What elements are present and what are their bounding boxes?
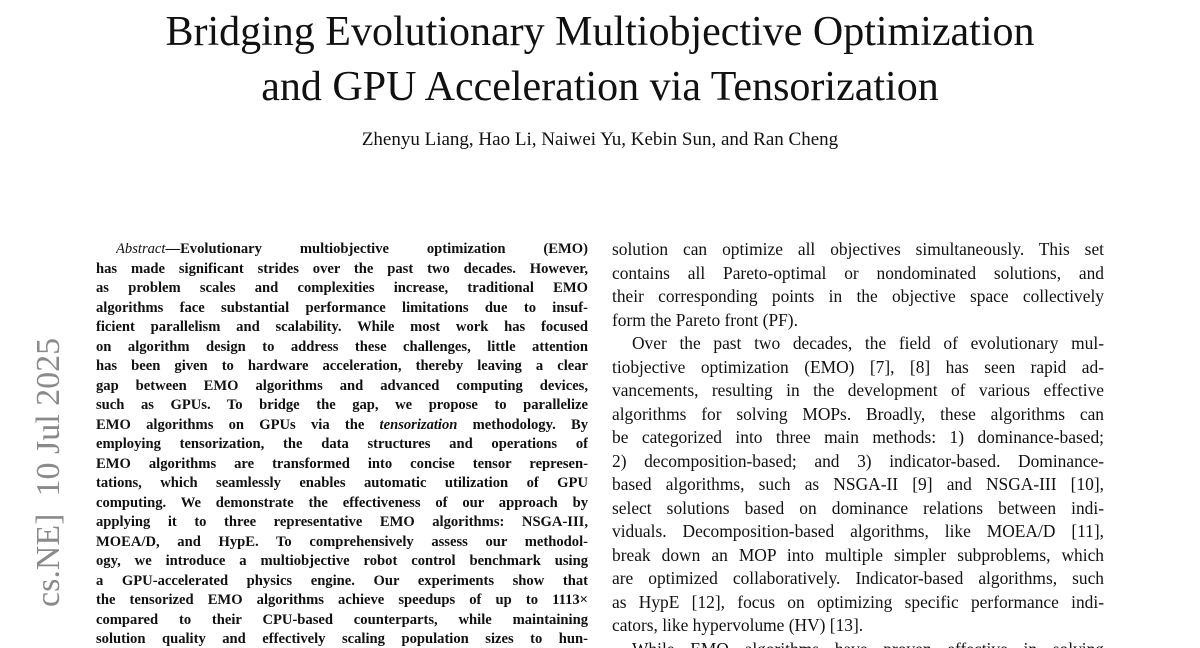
abstract-label: Abstract: [116, 241, 166, 258]
text-run: —Evolutionary multiobjective optimizatio…: [165, 241, 588, 258]
abstract-line: a GPU-accelerated physics engine. Our ex…: [96, 572, 588, 592]
abstract-line: EMO algorithms are transformed into conc…: [96, 455, 588, 475]
text-run: on algorithm design to address these cha…: [96, 338, 588, 355]
abstract-line: has been given to hardware acceleration,…: [96, 357, 588, 377]
abstract-line: MOEA/D, and HypE. To comprehensively ass…: [96, 533, 588, 553]
body-line: tiobjective optimization (EMO) [7], [8] …: [612, 356, 1104, 377]
text-run: a GPU-accelerated physics engine. Our ex…: [96, 572, 588, 589]
abstract-line: such as GPUs. To bridge the gap, we prop…: [96, 396, 588, 416]
abstract-line: computing. We demonstrate the effectiven…: [96, 494, 588, 514]
body-line: While EMO algorithms have proven effecti…: [632, 638, 1104, 648]
abstract-line: compared to their CPU-based counterparts…: [96, 611, 588, 631]
text-run: such as GPUs. To bridge the gap, we prop…: [96, 397, 588, 414]
text-run: solution quality and effectively scaling…: [96, 631, 588, 648]
text-run: employing tensorization, the data struct…: [96, 436, 588, 453]
arxiv-stamp: cs.NE] 10 Jul 2025: [30, 338, 67, 608]
text-run: EMO algorithms are transformed into conc…: [96, 455, 588, 472]
body-line: contains all Pareto-optimal or nondomina…: [612, 262, 1104, 283]
text-run: gap between EMO algorithms and advanced …: [96, 377, 588, 394]
text-run: applying it to three representative EMO …: [96, 514, 588, 531]
abstract-line: ficient parallelism and scalability. Whi…: [96, 318, 588, 338]
abstract-line: employing tensorization, the data struct…: [96, 435, 588, 455]
abstract-line: has made significant strides over the pa…: [96, 260, 588, 280]
text-run: ogy, we introduce a multiobjective robot…: [96, 553, 588, 570]
body-line: form the Pareto front (PF).: [612, 309, 798, 330]
abstract-line: applying it to three representative EMO …: [96, 513, 588, 533]
abstract-line: solution quality and effectively scaling…: [96, 630, 588, 648]
abstract-line: ogy, we introduce a multiobjective robot…: [96, 552, 588, 572]
abstract-line: algorithms face substantial performance …: [96, 299, 588, 319]
body-line: viduals. Decomposition-based algorithms,…: [612, 521, 1104, 542]
title-line: and GPU Acceleration via Tensorization: [261, 64, 939, 110]
text-run: computing. We demonstrate the effectiven…: [96, 494, 588, 511]
abstract-line: gap between EMO algorithms and advanced …: [96, 377, 588, 397]
abstract-line: as problem scales and complexities incre…: [96, 279, 588, 299]
abstract-line: tations, which seamlessly enables automa…: [96, 474, 588, 494]
body-line: as HypE [12], focus on optimizing specif…: [612, 591, 1104, 612]
abstract-line: Abstract—Evolutionary multiobjective opt…: [116, 240, 588, 260]
body-line: their corresponding points in the object…: [612, 286, 1104, 307]
emphasis: tensorization: [379, 416, 458, 433]
text-run: the tensorized EMO algorithms achieve sp…: [96, 592, 588, 609]
text-run: tations, which seamlessly enables automa…: [96, 475, 588, 492]
text-run: compared to their CPU-based counterparts…: [96, 611, 588, 628]
body-line: be categorized into three main methods: …: [612, 427, 1104, 448]
abstract-line: on algorithm design to address these cha…: [96, 338, 588, 358]
title-line: Bridging Evolutionary Multiobjective Opt…: [165, 9, 1035, 55]
body-line: are optimized collaboratively. Indicator…: [612, 568, 1104, 589]
body-line: algorithms for solving MOPs. Broadly, th…: [612, 403, 1104, 424]
text-run: ficient parallelism and scalability. Whi…: [96, 319, 588, 336]
body-line: vancements, resulting in the development…: [612, 380, 1104, 401]
body-line: based algorithms, such as NSGA-II [9] an…: [612, 474, 1104, 495]
text-run: MOEA/D, and HypE. To comprehensively ass…: [96, 533, 588, 550]
body-line: solution can optimize all objectives sim…: [612, 239, 1104, 260]
body-line: Over the past two decades, the field of …: [632, 333, 1104, 354]
text-run: has been given to hardware acceleration,…: [96, 358, 588, 375]
abstract-line: EMO algorithms on GPUs via the tensoriza…: [96, 416, 588, 436]
body-line: 2) decomposition-based; and 3) indicator…: [612, 450, 1104, 471]
body-line: cators, like hypervolume (HV) [13].: [612, 615, 864, 636]
text-run: algorithms face substantial performance …: [96, 299, 588, 316]
text-run: methodology. By: [457, 416, 588, 433]
text-run: as problem scales and complexities incre…: [96, 280, 588, 297]
abstract-line: the tensorized EMO algorithms achieve sp…: [96, 591, 588, 611]
body-line: select solutions based on dominance rela…: [612, 497, 1104, 518]
text-run: EMO algorithms on GPUs via the: [96, 416, 380, 433]
text-run: has made significant strides over the pa…: [96, 260, 588, 277]
authors: Zhenyu Liang, Hao Li, Naiwei Yu, Kebin S…: [361, 129, 839, 150]
body-line: break down an MOP into multiple simpler …: [612, 544, 1104, 565]
